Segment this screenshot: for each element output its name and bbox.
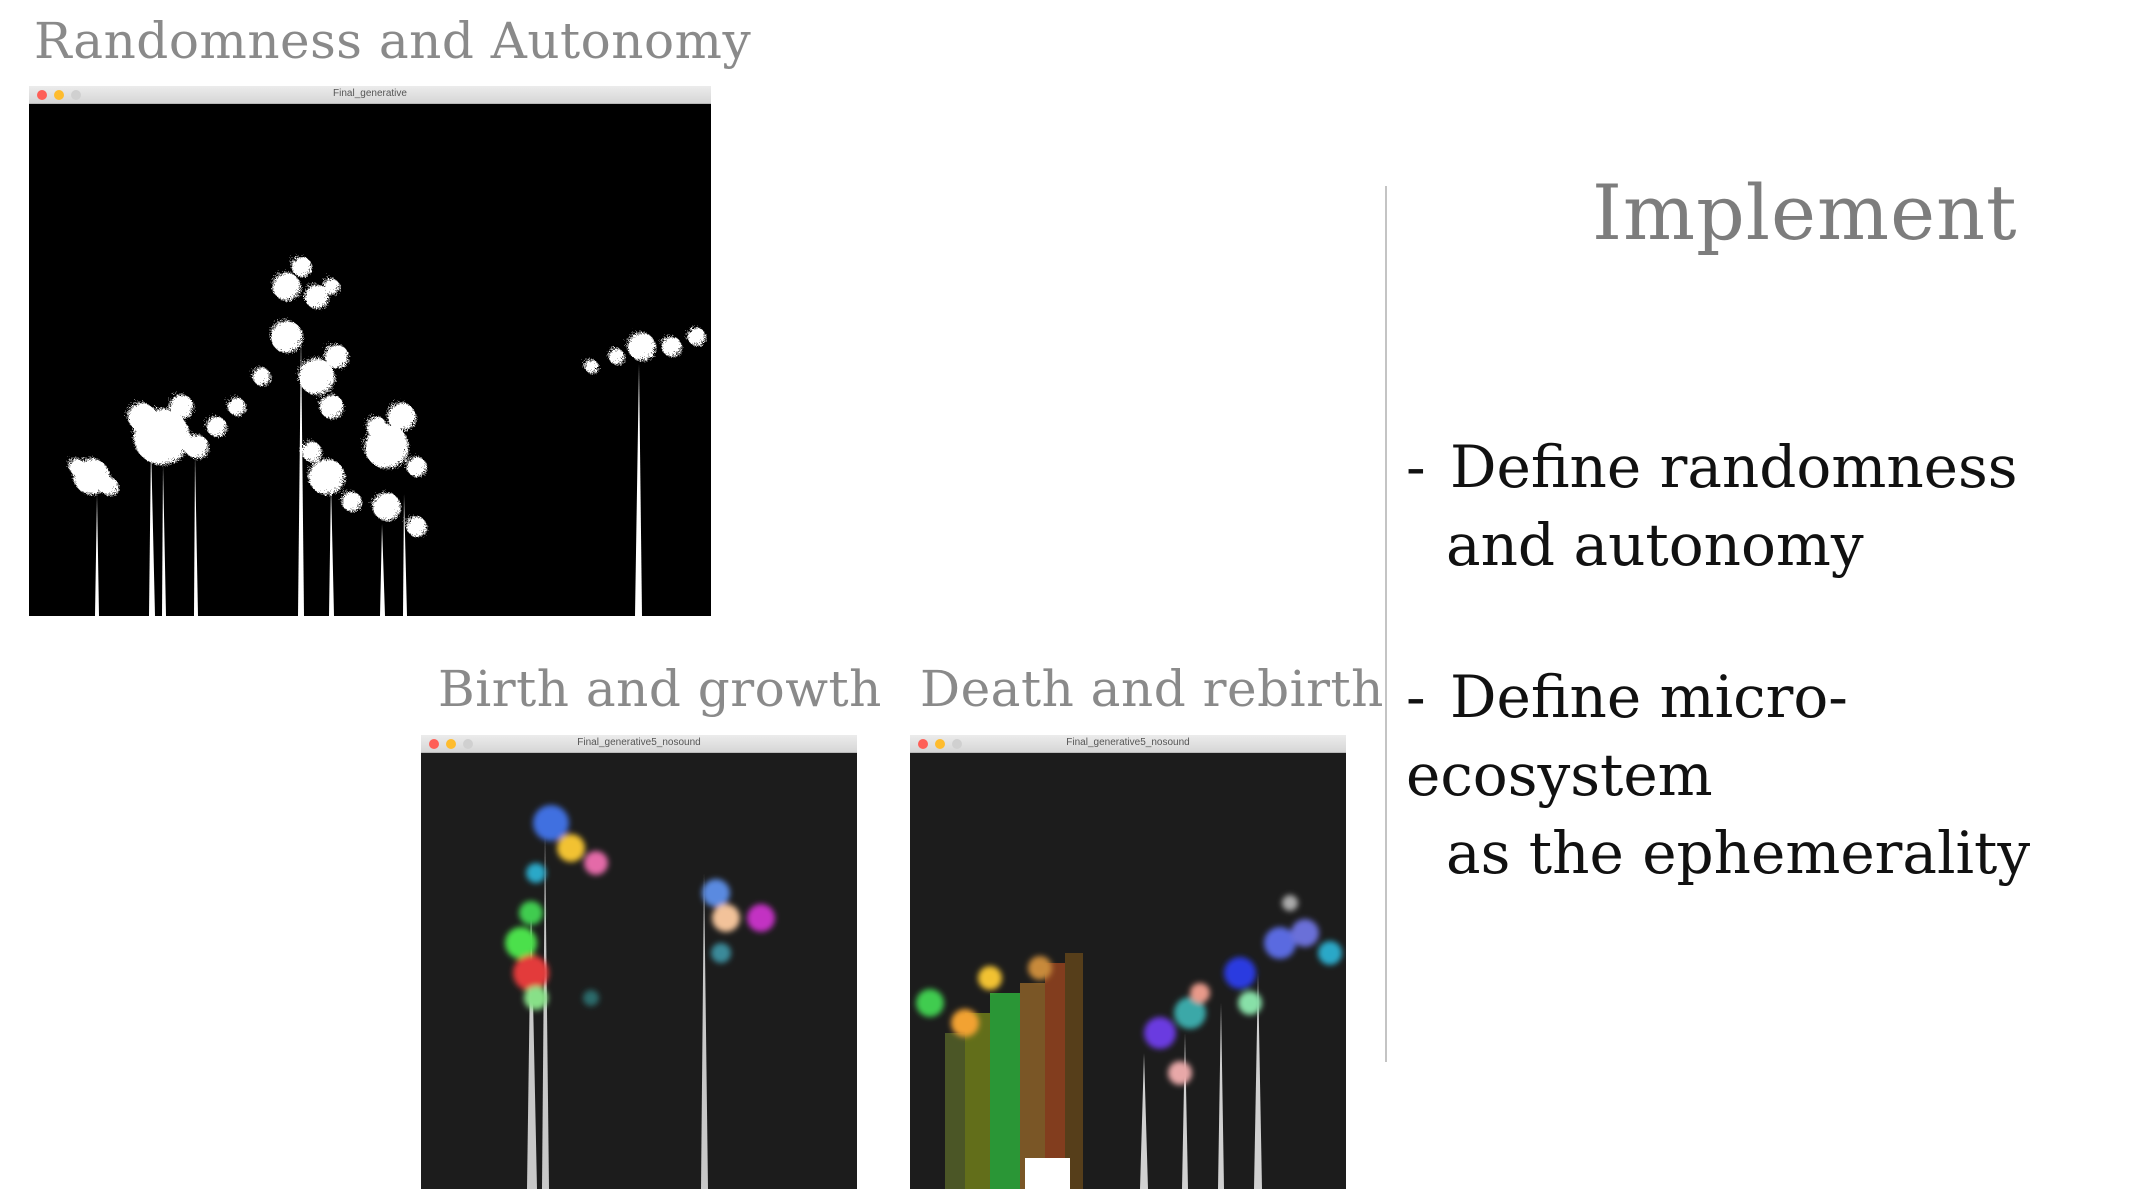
caption-randomness-and-autonomy: Randomness and Autonomy (34, 12, 752, 70)
window-title: Final_generative (333, 88, 407, 99)
window-title: Final_generative5_nosound (577, 737, 701, 748)
death-canvas (910, 753, 1346, 1189)
bullet-dash: - (1406, 663, 1426, 731)
close-icon[interactable] (429, 739, 439, 749)
rebirth-illustration (916, 895, 1342, 1189)
bullet-line: - Define randomness (1406, 428, 2018, 506)
vertical-divider (1385, 186, 1387, 1062)
birth-growth-window: Final_generative5_nosound (421, 735, 857, 1189)
bullet-micro-ecosystem: - Define micro-ecosystem as the ephemeral… (1406, 658, 2150, 892)
window-titlebar[interactable]: Final_generative5_nosound (421, 735, 857, 753)
window-titlebar[interactable]: Final_generative5_nosound (910, 735, 1346, 753)
tree-illustration (66, 254, 703, 616)
maximize-icon[interactable] (71, 90, 81, 100)
close-icon[interactable] (918, 739, 928, 749)
maximize-icon[interactable] (952, 739, 962, 749)
bullet-text: Define randomness (1450, 433, 2018, 501)
window-title: Final_generative5_nosound (1066, 737, 1190, 748)
window-titlebar[interactable]: Final_generative (29, 86, 711, 104)
caption-birth-and-growth: Birth and growth (438, 660, 882, 718)
caption-death-and-rebirth: Death and rebirth (920, 660, 1384, 718)
maximize-icon[interactable] (463, 739, 473, 749)
bullet-text: Define micro-ecosystem (1406, 663, 1848, 809)
implement-heading: Implement (1592, 168, 2018, 257)
generative-canvas (29, 104, 711, 616)
bullet-text-continued: as the ephemerality (1446, 819, 2031, 887)
bullet-randomness: - Define randomness and autonomy (1406, 428, 2018, 584)
bullet-dash: - (1406, 433, 1426, 501)
bullet-text-continued: and autonomy (1446, 511, 1864, 579)
growth-illustration (505, 805, 775, 1189)
birth-canvas (421, 753, 857, 1189)
minimize-icon[interactable] (54, 90, 64, 100)
close-icon[interactable] (37, 90, 47, 100)
bullet-line: - Define micro-ecosystem (1406, 658, 2150, 814)
death-rebirth-window: Final_generative5_nosound (910, 735, 1346, 1189)
minimize-icon[interactable] (446, 739, 456, 749)
minimize-icon[interactable] (935, 739, 945, 749)
main-generative-window: Final_generative (29, 86, 711, 616)
